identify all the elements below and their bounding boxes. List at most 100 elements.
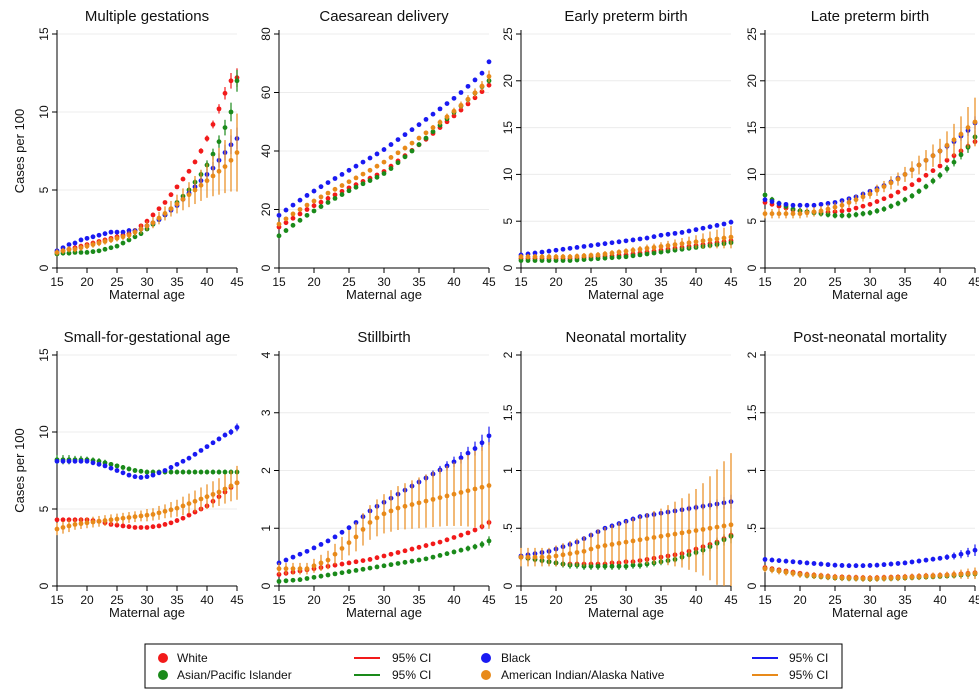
data-point bbox=[360, 171, 366, 177]
data-point bbox=[198, 469, 204, 475]
data-point bbox=[923, 157, 929, 163]
data-point bbox=[192, 159, 198, 165]
data-point bbox=[658, 244, 664, 249]
y-tick-label: 0 bbox=[745, 264, 759, 271]
data-point bbox=[951, 572, 957, 578]
data-point bbox=[437, 539, 443, 545]
x-axis-label: Maternal age bbox=[109, 287, 185, 302]
data-point bbox=[944, 157, 950, 163]
data-point bbox=[518, 554, 524, 560]
data-point bbox=[283, 578, 289, 584]
y-axis: 0 5 10 15 bbox=[37, 348, 58, 589]
x-axis: 15 20 25 30 35 40 45 bbox=[758, 267, 979, 289]
data-point bbox=[860, 194, 866, 200]
data-point bbox=[311, 188, 317, 194]
data-point bbox=[192, 451, 198, 457]
data-point bbox=[567, 254, 573, 260]
data-point bbox=[832, 574, 838, 580]
data-point bbox=[888, 180, 894, 186]
x-tick-label: 35 bbox=[412, 275, 426, 289]
data-point bbox=[574, 257, 580, 263]
data-point bbox=[472, 486, 478, 492]
x-tick-label: 15 bbox=[514, 593, 528, 607]
data-point bbox=[60, 248, 66, 254]
data-point bbox=[174, 505, 180, 511]
data-point bbox=[96, 248, 102, 254]
data-point bbox=[672, 242, 678, 248]
x-tick-label: 30 bbox=[140, 593, 154, 607]
data-point bbox=[304, 576, 310, 581]
data-point bbox=[174, 518, 180, 523]
data-point bbox=[346, 188, 352, 194]
data-point bbox=[623, 539, 629, 545]
x-tick-label: 40 bbox=[933, 275, 947, 289]
data-point bbox=[609, 563, 615, 569]
data-point bbox=[588, 563, 594, 569]
data-point bbox=[78, 458, 84, 464]
data-point bbox=[679, 530, 685, 536]
data-point bbox=[311, 545, 317, 551]
data-point bbox=[395, 137, 401, 142]
y-tick-label: 5 bbox=[745, 218, 759, 225]
y-tick-label: .5 bbox=[745, 523, 759, 533]
data-point bbox=[174, 184, 180, 190]
data-point bbox=[409, 558, 415, 564]
data-point bbox=[951, 137, 957, 143]
data-point bbox=[539, 554, 545, 560]
data-point bbox=[102, 239, 108, 244]
data-point bbox=[174, 201, 180, 207]
data-point bbox=[518, 254, 524, 260]
data-point bbox=[216, 489, 222, 495]
data-point bbox=[304, 566, 310, 572]
x-tick-label: 25 bbox=[828, 275, 842, 289]
data-point bbox=[930, 556, 936, 562]
data-point bbox=[853, 212, 859, 218]
data-point bbox=[114, 468, 120, 473]
data-point bbox=[210, 173, 216, 179]
data-point bbox=[78, 245, 84, 251]
data-marks bbox=[762, 544, 978, 582]
data-point bbox=[651, 250, 657, 256]
data-point bbox=[825, 206, 831, 212]
y-tick-label: 1.5 bbox=[745, 404, 759, 421]
data-point bbox=[290, 222, 296, 228]
data-point bbox=[602, 543, 608, 548]
data-point bbox=[311, 198, 317, 204]
y-tick-label: .5 bbox=[501, 523, 515, 533]
y-tick-label: 25 bbox=[501, 27, 515, 41]
data-point bbox=[451, 95, 457, 101]
y-tick-label: 2 bbox=[745, 351, 759, 358]
data-point bbox=[574, 245, 580, 250]
data-point bbox=[769, 567, 775, 573]
data-point bbox=[168, 465, 174, 470]
data-point bbox=[222, 164, 228, 170]
data-point bbox=[846, 207, 852, 213]
data-point bbox=[546, 554, 552, 560]
data-point bbox=[958, 152, 964, 158]
legend-marker-white bbox=[158, 653, 168, 663]
data-point bbox=[360, 527, 366, 532]
data-point bbox=[346, 560, 352, 566]
data-point bbox=[367, 565, 373, 571]
data-point bbox=[353, 175, 359, 181]
data-point bbox=[276, 566, 282, 572]
data-point bbox=[644, 251, 650, 257]
data-point bbox=[637, 246, 643, 252]
data-point bbox=[156, 470, 162, 476]
data-point bbox=[797, 559, 803, 565]
data-point bbox=[108, 237, 114, 243]
legend-label: 95% CI bbox=[789, 651, 828, 665]
data-point bbox=[532, 250, 538, 256]
data-point bbox=[679, 241, 685, 247]
legend-label: 95% CI bbox=[789, 668, 828, 682]
data-point bbox=[444, 537, 450, 543]
data-point bbox=[132, 229, 138, 235]
data-point bbox=[388, 166, 394, 171]
x-tick-label: 35 bbox=[654, 593, 668, 607]
data-point bbox=[126, 515, 132, 520]
data-point bbox=[367, 557, 373, 562]
data-point bbox=[518, 258, 524, 263]
data-point bbox=[867, 210, 873, 216]
data-point bbox=[156, 206, 162, 212]
data-point bbox=[825, 212, 831, 218]
